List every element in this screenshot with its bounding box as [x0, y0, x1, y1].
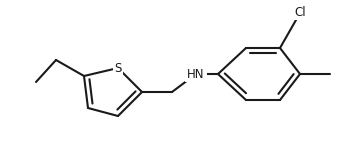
Text: HN: HN: [187, 67, 205, 81]
Text: S: S: [114, 62, 122, 74]
Text: Cl: Cl: [294, 5, 306, 18]
